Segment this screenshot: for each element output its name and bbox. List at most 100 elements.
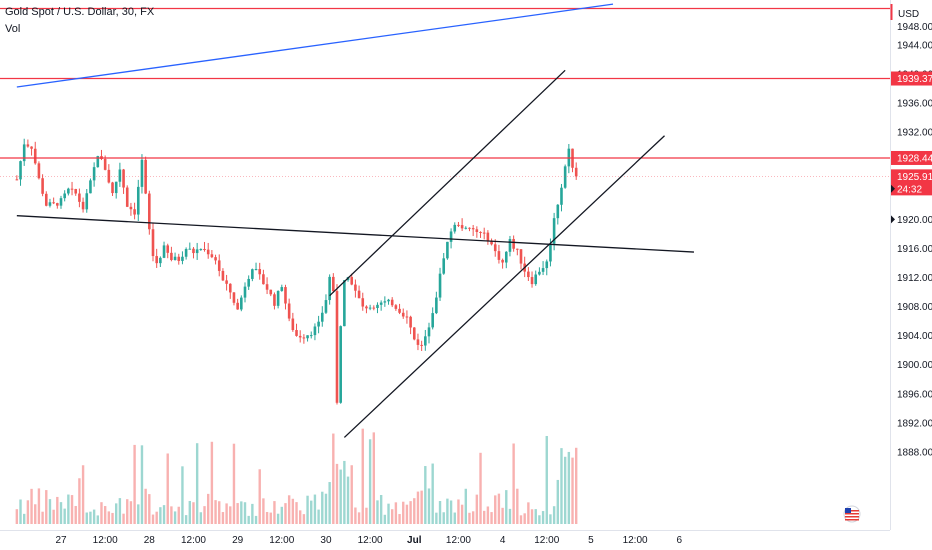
candle-body (317, 321, 320, 327)
candle-body (273, 294, 276, 306)
candle-body (228, 283, 232, 293)
trend-line-channel-lower[interactable] (343, 135, 665, 438)
candle-body (254, 269, 258, 271)
volume-bar (199, 512, 203, 524)
volume-bar (357, 512, 361, 524)
candle-body (501, 259, 504, 263)
volume-bar (379, 494, 383, 524)
volume-bar (405, 504, 409, 524)
candle-body (556, 204, 560, 219)
volume-bar (446, 498, 449, 524)
volume-bar (552, 506, 556, 524)
candle-body (471, 228, 475, 230)
time-tick-label: 29 (232, 535, 244, 546)
price-label-tag (891, 150, 932, 165)
volume-bar (67, 494, 70, 524)
volume-bar (376, 500, 379, 524)
volume-bar (538, 515, 541, 524)
volume-bar (527, 502, 530, 524)
price-tick-label: 1920.00 (897, 215, 932, 226)
price-tick-label: 1948.00 (897, 22, 932, 33)
candle-body (199, 248, 203, 250)
candle-body (468, 227, 471, 229)
candle-body (258, 269, 262, 275)
price-tick-label: 1944.00 (897, 40, 932, 51)
volume-bar (243, 502, 247, 524)
candle-body (291, 318, 295, 331)
volume-bar (240, 501, 243, 524)
candle-body (324, 300, 328, 313)
volume-bar (159, 507, 162, 524)
candle-body (44, 193, 48, 206)
price-tick-label: 1904.00 (897, 331, 932, 342)
candle-body (155, 256, 158, 264)
volume-bar (96, 515, 99, 524)
candle-body (460, 225, 464, 229)
volume-bar (41, 511, 44, 524)
volume-bar (391, 509, 394, 524)
candle-body (545, 261, 549, 269)
volume-bar (409, 501, 412, 524)
volume-bar (560, 448, 563, 524)
candle-body (59, 198, 63, 206)
candle-body (206, 249, 210, 255)
volume-bar (265, 511, 269, 524)
candle-body (136, 186, 140, 215)
trend-line-blue[interactable] (16, 3, 614, 88)
volume-bar (424, 466, 427, 524)
volume-bar (306, 495, 309, 524)
symbol-title[interactable]: Gold Spot / U.S. Dollar, 30, FX (5, 6, 155, 18)
volume-bar (475, 494, 479, 524)
candle-body (81, 201, 85, 210)
volume-bar (321, 491, 324, 524)
candle-body (486, 232, 490, 241)
candle-body (118, 169, 122, 182)
volume-bar (37, 488, 41, 524)
time-tick-label: 12:00 (269, 535, 294, 546)
trend-line-channel-upper[interactable] (329, 69, 566, 297)
candle-body (284, 287, 287, 304)
candle-body (376, 304, 379, 309)
volume-bar (214, 500, 217, 524)
candle-body (85, 193, 89, 210)
candle-body (541, 268, 545, 272)
volume-bar (225, 503, 228, 524)
volume-indicator-label[interactable]: Vol (5, 23, 21, 35)
trend-line-black-flat[interactable] (16, 215, 694, 253)
candle-body (240, 297, 243, 310)
candle-body (387, 299, 390, 302)
volume-bar (519, 515, 523, 524)
volume-bar (343, 460, 346, 524)
candle-body (350, 277, 354, 285)
candle-body (368, 307, 372, 309)
volume-bar (23, 513, 26, 524)
candle-body (262, 274, 265, 285)
candle-body (435, 297, 438, 314)
candle-body (574, 167, 578, 177)
volume-bar (291, 498, 295, 524)
price-axis[interactable] (890, 0, 932, 550)
volume-bar (313, 494, 317, 524)
volume-bar (129, 501, 133, 524)
currency-label[interactable]: USD (898, 9, 919, 20)
volume-bar (103, 506, 107, 524)
candle-body (328, 276, 331, 301)
volume-bar (269, 512, 272, 524)
candle-body (438, 273, 442, 298)
candle-body (361, 298, 365, 307)
volume-bar (118, 498, 122, 524)
volume-bar (505, 490, 508, 524)
volume-bar (339, 469, 342, 524)
volume-bar (284, 503, 287, 524)
volume-bar (516, 488, 519, 524)
time-axis[interactable] (0, 530, 890, 550)
volume-bar (173, 511, 177, 524)
volume-bar (508, 508, 512, 524)
candle-body (56, 203, 59, 206)
candle-body (78, 193, 81, 202)
volume-bar (453, 512, 456, 524)
volume-bar (545, 435, 548, 524)
candle-body (427, 327, 431, 337)
us-economic-event-icon[interactable] (843, 505, 861, 523)
